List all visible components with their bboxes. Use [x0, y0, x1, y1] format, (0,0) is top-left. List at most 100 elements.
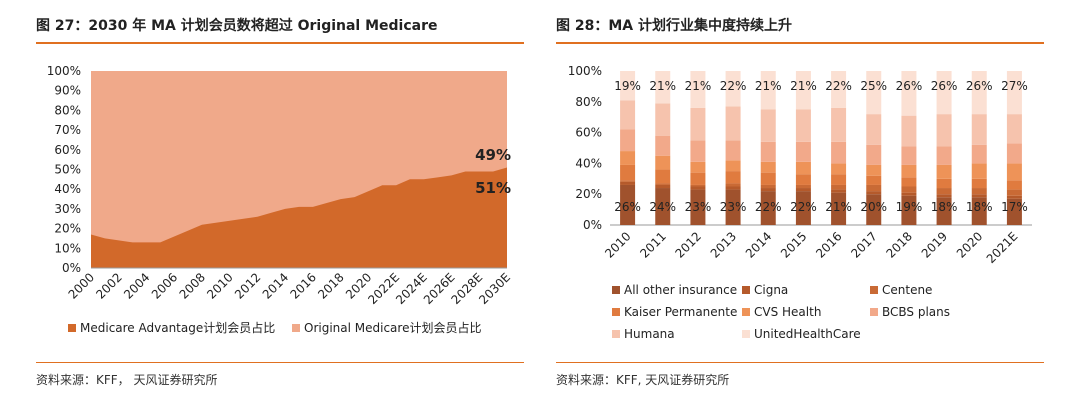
left-source-rule	[36, 362, 524, 363]
bar-segment	[831, 192, 847, 225]
bar-label-top: 27%	[1001, 79, 1028, 93]
bar-segment	[655, 135, 671, 156]
left-panel: 图 27：2030 年 MA 计划会员数将超过 Original Medicar…	[0, 0, 528, 401]
bar-label-bottom: 20%	[860, 200, 887, 214]
bar-segment	[620, 151, 636, 165]
bar-segment	[795, 141, 811, 162]
bar-segment	[866, 191, 882, 195]
x-tick-label: 2021E	[984, 229, 1021, 266]
bar-segment	[620, 181, 636, 185]
x-tick-label: 2016	[813, 229, 844, 260]
y-tick-label: 60%	[575, 126, 602, 140]
bar-segment	[936, 188, 952, 195]
bar-segment	[725, 71, 741, 107]
bar-segment	[655, 71, 671, 104]
x-tick-label: 2013	[708, 229, 739, 260]
bar-segment	[620, 129, 636, 152]
x-tick-label: 2012	[232, 270, 263, 301]
bar-segment	[1006, 195, 1022, 199]
bar-segment	[655, 169, 671, 184]
bar-segment	[901, 186, 917, 193]
bar-segment	[760, 141, 776, 162]
legend-swatch	[742, 308, 750, 316]
bar-label-bottom: 21%	[825, 200, 852, 214]
bar-segment	[690, 189, 706, 225]
bar-segment	[866, 184, 882, 192]
bar-segment	[866, 144, 882, 165]
annotation-ma-pct: 51%	[475, 179, 511, 197]
bar-segment	[971, 163, 987, 179]
bar-segment	[795, 188, 811, 192]
bar-segment	[690, 107, 706, 141]
bar-segment	[760, 184, 776, 189]
x-tick-label: 2019	[919, 229, 950, 260]
bar-segment	[831, 184, 847, 190]
bar-segment	[795, 71, 811, 110]
bar-segment	[795, 184, 811, 189]
bar-segment	[971, 144, 987, 164]
bar-segment	[620, 164, 636, 181]
bar-segment	[901, 192, 917, 196]
y-tick-label: 60%	[54, 143, 81, 157]
bar-segment	[971, 114, 987, 145]
bar-label-bottom: 24%	[649, 200, 676, 214]
x-tick-label: 2018	[315, 270, 346, 301]
bar-segment	[831, 141, 847, 164]
y-tick-label: 0%	[583, 218, 602, 232]
bar-segment	[866, 175, 882, 185]
y-tick-label: 80%	[54, 103, 81, 117]
bar-segment	[620, 180, 636, 182]
x-tick-label: 2012	[673, 229, 704, 260]
bar-segment	[620, 71, 636, 101]
x-tick-label: 2011	[637, 229, 668, 260]
bar-segment	[866, 71, 882, 115]
bar-segment	[725, 171, 741, 184]
bar-segment	[760, 71, 776, 110]
y-tick-label: 100%	[568, 64, 602, 78]
bar-segment	[690, 71, 706, 108]
bar-label-bottom: 18%	[966, 200, 993, 214]
bar-segment	[655, 183, 671, 185]
bar-segment	[760, 188, 776, 192]
legend-label-ma: Medicare Advantage计划会员占比	[80, 320, 275, 335]
y-tick-label: 100%	[47, 64, 81, 78]
bar-segment	[901, 71, 917, 116]
bar-segment	[831, 107, 847, 142]
annotation-original-pct: 49%	[475, 146, 511, 164]
right-figure-title: 图 28：MA 计划行业集中度持续上升	[556, 18, 792, 34]
legend-label: Humana	[624, 327, 675, 341]
bar-segment	[795, 161, 811, 175]
bar-segment	[1006, 114, 1022, 144]
bar-label-top: 21%	[790, 79, 817, 93]
y-tick-label: 40%	[575, 156, 602, 170]
bar-segment	[936, 146, 952, 165]
x-tick-label: 2014	[743, 229, 774, 260]
legend-label: Centene	[882, 283, 932, 297]
legend-swatch	[742, 330, 750, 338]
bar-segment	[901, 195, 917, 225]
y-tick-label: 40%	[54, 182, 81, 196]
bar-segment	[655, 188, 671, 225]
bar-label-top: 26%	[966, 79, 993, 93]
bar-label-top: 21%	[649, 79, 676, 93]
bar-label-bottom: 26%	[614, 200, 641, 214]
bar-label-top: 26%	[896, 79, 923, 93]
x-tick-label: 2004	[121, 270, 152, 301]
bar-segment	[690, 140, 706, 162]
bar-segment	[655, 103, 671, 136]
bar-segment	[971, 71, 987, 115]
bar-label-bottom: 23%	[685, 200, 712, 214]
left-title-rule	[36, 42, 524, 44]
legend-label: BCBS plans	[882, 305, 950, 319]
y-tick-label: 80%	[575, 95, 602, 109]
right-panel: 图 28：MA 计划行业集中度持续上升 0% 20% 40% 60% 80% 100% 19…	[552, 0, 1080, 401]
bar-label-top: 22%	[720, 79, 747, 93]
bar-segment	[655, 155, 671, 170]
x-tick-label: 2002	[93, 270, 124, 301]
bar-segment	[831, 174, 847, 185]
x-tick-label: 2017	[848, 229, 879, 260]
left-area-chart: 0%10%20%30%40%50%60%70%80%90%100%2000200…	[47, 64, 513, 335]
bar-segment	[725, 140, 741, 161]
legend-label: UnitedHealthCare	[754, 327, 861, 341]
bar-segment	[901, 177, 917, 187]
